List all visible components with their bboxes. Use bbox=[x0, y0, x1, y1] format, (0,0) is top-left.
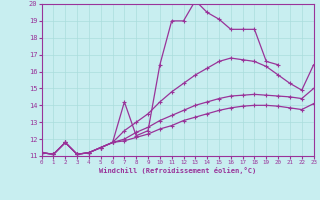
X-axis label: Windchill (Refroidissement éolien,°C): Windchill (Refroidissement éolien,°C) bbox=[99, 167, 256, 174]
